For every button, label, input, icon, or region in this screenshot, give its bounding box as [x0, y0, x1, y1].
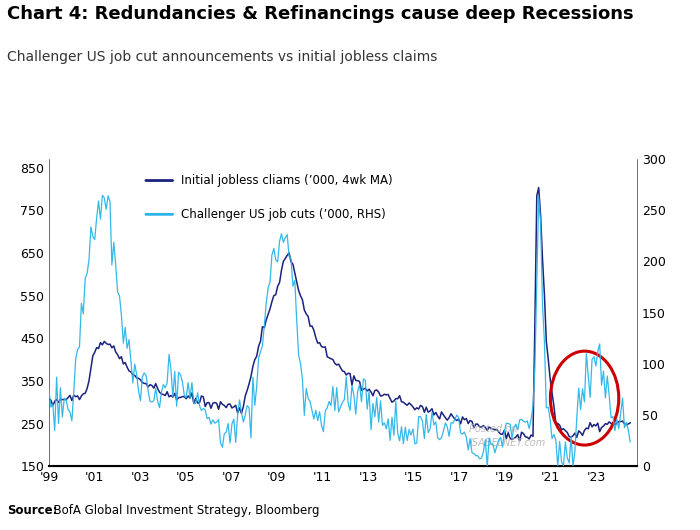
Text: Posted on
ISABELNET.com: Posted on ISABELNET.com	[470, 423, 546, 448]
Text: Challenger US job cut announcements vs initial jobless claims: Challenger US job cut announcements vs i…	[7, 50, 438, 64]
Text: Challenger US job cuts (’000, RHS): Challenger US job cuts (’000, RHS)	[181, 208, 386, 221]
Text: Source:: Source:	[7, 504, 57, 517]
Text: BofA Global Investment Strategy, Bloomberg: BofA Global Investment Strategy, Bloombe…	[46, 504, 319, 517]
Text: Initial jobless cliams (’000, 4wk MA): Initial jobless cliams (’000, 4wk MA)	[181, 174, 393, 187]
Text: Chart 4: Redundancies & Refinancings cause deep Recessions: Chart 4: Redundancies & Refinancings cau…	[7, 5, 634, 23]
